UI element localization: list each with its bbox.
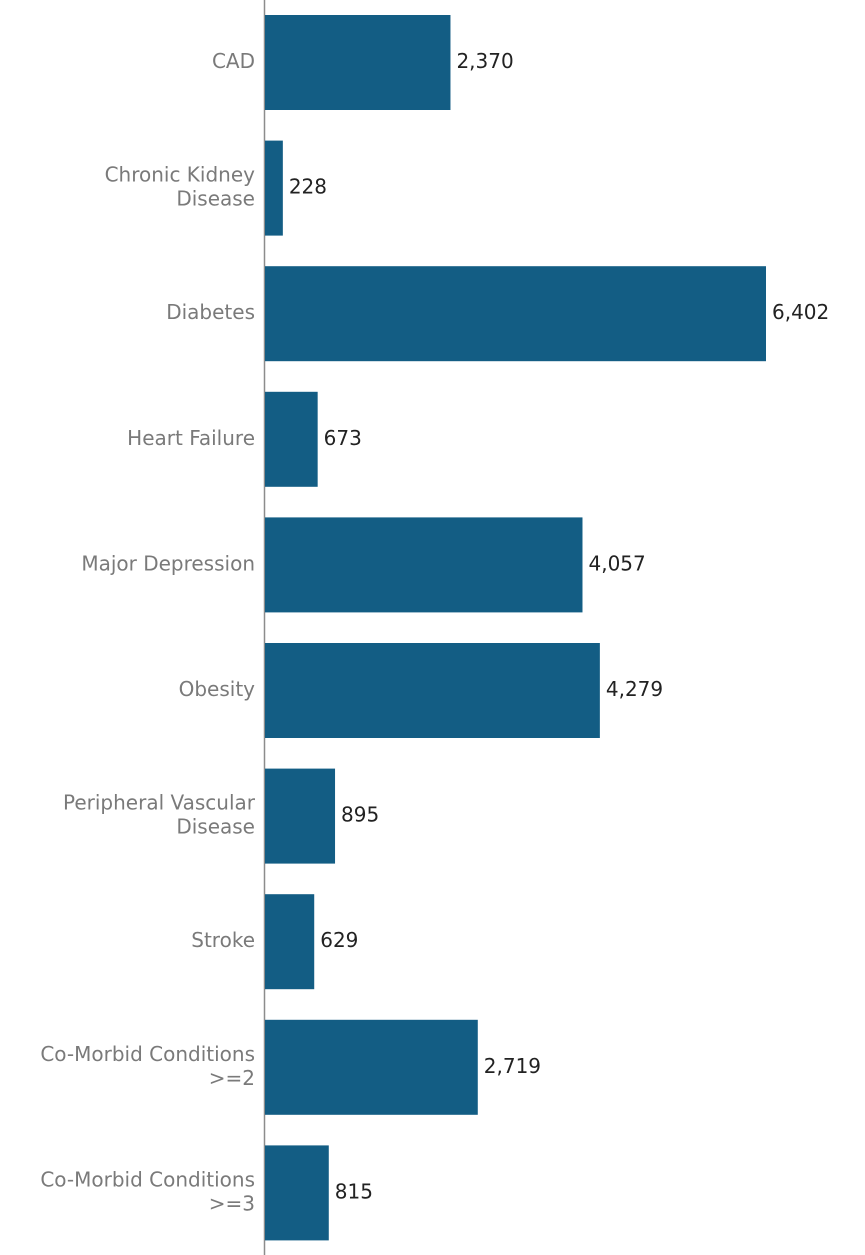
bar <box>265 643 600 738</box>
bar <box>265 391 318 487</box>
y-tick-label: Co-Morbid Conditions >=3 <box>40 1167 255 1215</box>
bar-value-label: 895 <box>341 803 379 827</box>
y-tick-label-line: >=3 <box>209 1191 255 1215</box>
bar <box>265 15 451 110</box>
bar <box>265 517 583 613</box>
y-tick-label-line: Peripheral Vascular <box>63 791 256 815</box>
bar <box>265 1145 329 1241</box>
bar-group: 2,719 Co-Morbid Conditions >=2 <box>40 1019 541 1115</box>
bar-value-label: 4,279 <box>606 677 663 701</box>
bar-value-label: 2,370 <box>456 49 513 73</box>
bar-value-label: 228 <box>289 175 327 199</box>
y-tick-label: Stroke <box>191 928 255 952</box>
bar-group: 4,057 Major Depression <box>81 517 646 613</box>
y-tick-label: Diabetes <box>166 300 255 324</box>
bar-value-label: 4,057 <box>588 551 645 575</box>
y-tick-label-line: Disease <box>176 815 255 839</box>
bar-value-label: 2,719 <box>484 1054 541 1078</box>
bar-group: 815 Co-Morbid Conditions >=3 <box>40 1145 373 1241</box>
y-tick-label-line: Major Depression <box>81 551 255 575</box>
y-tick-label: Major Depression <box>81 551 255 575</box>
y-tick-label: Heart Failure <box>127 426 255 450</box>
bar-value-label: 6,402 <box>772 300 829 324</box>
y-tick-label-line: CAD <box>212 49 255 73</box>
y-tick-label-line: Diabetes <box>166 300 255 324</box>
y-tick-label: Chronic Kidney Disease <box>105 163 256 211</box>
y-tick-label-line: Stroke <box>191 928 255 952</box>
bar-group: 6,402 Diabetes <box>166 266 829 362</box>
bar <box>265 894 315 990</box>
y-tick-label-line: Co-Morbid Conditions <box>40 1042 255 1066</box>
y-tick-label: Peripheral Vascular Disease <box>63 791 256 839</box>
bar-group: 673 Heart Failure <box>127 391 362 487</box>
y-tick-label-line: Chronic Kidney <box>105 163 256 187</box>
bar <box>265 140 283 236</box>
bar-value-label: 629 <box>320 928 358 952</box>
y-tick-label-line: Disease <box>176 187 255 211</box>
y-tick-label-line: >=2 <box>209 1066 255 1090</box>
bar-value-label: 815 <box>335 1179 373 1203</box>
bar-group: 4,279 Obesity <box>179 643 663 738</box>
y-tick-label: Obesity <box>179 677 256 701</box>
y-tick-label-line: Heart Failure <box>127 426 255 450</box>
bar-group: 228 Chronic Kidney Disease <box>105 140 327 236</box>
bar-group: 2,370 CAD <box>212 15 514 110</box>
y-tick-label-line: Co-Morbid Conditions <box>40 1167 255 1191</box>
bar-group: 629 Stroke <box>191 894 358 990</box>
y-tick-label: Co-Morbid Conditions >=2 <box>40 1042 255 1090</box>
y-tick-label: CAD <box>212 49 255 73</box>
y-tick-label-line: Obesity <box>179 677 256 701</box>
bar <box>265 266 766 362</box>
bar-value-label: 673 <box>324 426 362 450</box>
bar <box>265 768 336 864</box>
bar-group: 895 Peripheral Vascular Disease <box>63 768 379 864</box>
bar <box>265 1019 478 1115</box>
